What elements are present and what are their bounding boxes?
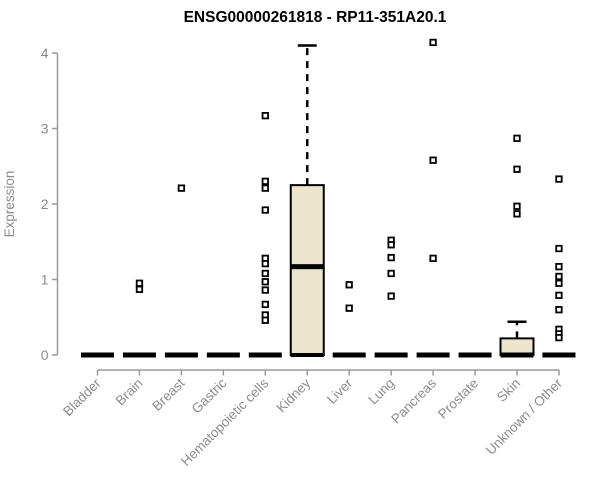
median-breast [164, 352, 198, 358]
outlier-point-skin [513, 134, 521, 142]
outlier-point-hematopoietic-cells [261, 278, 269, 286]
outlier-point-unknown-other [555, 272, 563, 281]
outlier-point-pancreas [429, 156, 437, 164]
outlier-point-lung [387, 253, 395, 262]
median-unknown-other [542, 352, 576, 358]
outlier-point-unknown-other [555, 175, 563, 183]
y-tick-label: 2 [41, 196, 49, 212]
median-liver [332, 352, 366, 358]
median-lung [374, 352, 408, 358]
outlier-point-unknown-other [555, 279, 563, 287]
x-tick-label-brain: Brain [113, 376, 146, 409]
median-brain [122, 352, 156, 358]
box-kidney [289, 184, 325, 356]
x-tick-label-skin: Skin [494, 376, 523, 405]
x-tick-label-breast: Breast [149, 375, 187, 413]
outlier-point-unknown-other [555, 306, 563, 314]
outlier-point-liver [345, 281, 353, 289]
median-kidney [290, 264, 324, 270]
outlier-point-hematopoietic-cells [261, 259, 269, 268]
outlier-point-hematopoietic-cells [261, 177, 269, 186]
outlier-point-unknown-other [555, 333, 563, 342]
outlier-point-hematopoietic-cells [261, 269, 269, 278]
x-tick-label-unknown-other: Unknown / Other [483, 375, 566, 458]
median-gastric [206, 352, 240, 358]
outlier-point-skin [513, 165, 521, 173]
y-tick-label: 4 [41, 45, 49, 61]
outlier-point-hematopoietic-cells [261, 184, 269, 192]
outlier-point-skin [513, 202, 521, 210]
y-tick-label: 0 [41, 347, 49, 363]
median-skin [500, 352, 534, 358]
x-tick-label-pancreas: Pancreas [388, 375, 439, 426]
x-tick-label-liver: Liver [324, 375, 356, 407]
outlier-point-unknown-other [555, 244, 563, 253]
outlier-point-hematopoietic-cells [261, 286, 269, 294]
outlier-point-brain [135, 279, 144, 287]
outlier-point-brain [135, 285, 144, 293]
outlier-point-unknown-other [555, 263, 563, 271]
outlier-point-lung [387, 269, 395, 278]
x-tick-label-bladder: Bladder [60, 375, 104, 419]
outlier-point-hematopoietic-cells [261, 300, 269, 309]
y-axis-label: Expression [2, 171, 17, 238]
median-pancreas [416, 352, 450, 358]
median-bladder [81, 352, 114, 358]
y-tick-label: 1 [41, 272, 49, 288]
outlier-point-lung [387, 241, 395, 249]
outlier-point-hematopoietic-cells [261, 316, 269, 324]
outlier-point-pancreas [429, 254, 437, 263]
box-bottom-kidney [290, 353, 324, 357]
outlier-point-hematopoietic-cells [261, 206, 269, 214]
outlier-point-hematopoietic-cells [261, 112, 269, 120]
outlier-point-skin [513, 210, 521, 218]
chart-title: ENSG00000261818 - RP11-351A20.1 [184, 9, 447, 26]
outlier-point-breast [177, 184, 186, 192]
x-tick-label-lung: Lung [365, 376, 397, 408]
x-tick-label-gastric: Gastric [189, 375, 230, 416]
x-tick-label-kidney: Kidney [274, 375, 314, 415]
outlier-point-lung [387, 292, 395, 300]
median-hematopoietic-cells [248, 352, 282, 358]
y-tick-label: 3 [41, 121, 49, 137]
x-tick-label-prostate: Prostate [435, 376, 481, 422]
median-prostate [458, 352, 492, 358]
outlier-point-unknown-other [555, 291, 563, 300]
outlier-point-pancreas [429, 38, 437, 47]
outlier-point-liver [345, 304, 353, 312]
